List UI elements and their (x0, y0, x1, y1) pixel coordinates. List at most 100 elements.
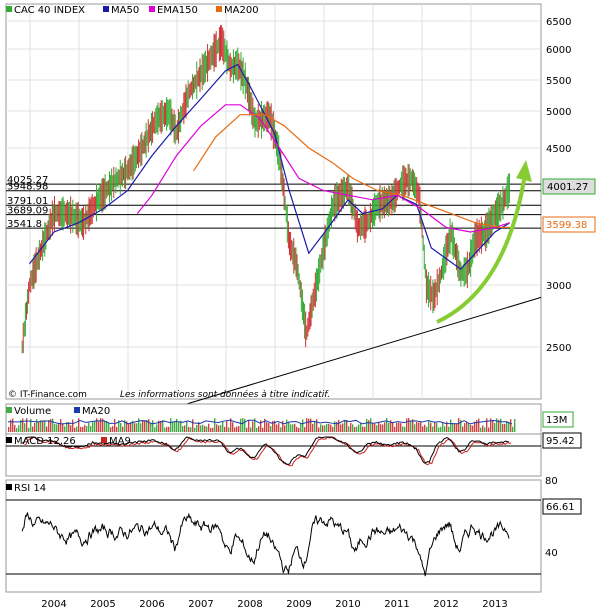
volume-bar (86, 426, 88, 432)
level-label: 3948.98 (7, 182, 48, 193)
trend-arrow (436, 179, 526, 324)
volume-bar (234, 427, 236, 432)
disclaimer: Les informations sont données à titre in… (120, 389, 330, 400)
volume-bar (128, 423, 130, 432)
volume-bar (170, 418, 172, 432)
volume-bar (58, 422, 60, 432)
volume-bar (154, 427, 156, 432)
volume-bar (152, 420, 154, 432)
volume-bar (130, 422, 132, 432)
legend-swatch-ma200 (216, 6, 222, 12)
legend-label-macd: MACD 12.26 (14, 436, 76, 447)
volume-bar (290, 424, 292, 432)
volume-bar (500, 418, 502, 432)
volume-bar (512, 426, 514, 432)
volume-bar (258, 426, 260, 432)
volume-bar (374, 423, 376, 432)
level-label: 3791.01 (7, 196, 48, 207)
legend-label-cac40: CAC 40 INDEX (14, 5, 85, 16)
volume-bar (40, 420, 42, 432)
volume-bar (146, 420, 148, 432)
volume-bar (274, 420, 276, 432)
trend-arrowhead (516, 160, 532, 182)
x-tick-label: 2007 (188, 599, 213, 610)
volume-bar (30, 418, 32, 432)
volume-bar (398, 422, 400, 432)
rsi-tick-40: 40 (545, 548, 558, 559)
volume-bar (454, 423, 456, 432)
volume-bar (42, 420, 44, 432)
moving-average-lines (29, 63, 542, 411)
volume-bar (144, 420, 146, 432)
volume-bar (218, 425, 220, 432)
volume-bar (352, 424, 354, 432)
volume-bar (70, 425, 72, 432)
volume-bar (490, 418, 492, 432)
volume-bar (332, 426, 334, 432)
volume-bar (124, 420, 126, 432)
volume-bar (366, 418, 368, 432)
volume-bar (370, 418, 372, 432)
volume-bar (484, 427, 486, 432)
volume-bar (272, 420, 274, 432)
legend-label-ma50: MA50 (111, 5, 139, 16)
volume-bar (66, 422, 68, 432)
volume-bar (74, 427, 76, 432)
volume-bar (418, 422, 420, 432)
volume-bar (96, 418, 98, 432)
volume-bar (510, 419, 512, 432)
volume-bar (190, 427, 192, 432)
legend-label-ma200: MA200 (224, 5, 259, 16)
volume-bar (180, 420, 182, 432)
volume-bar (396, 422, 398, 432)
volume-bar (376, 425, 378, 432)
volume-bar (48, 420, 50, 432)
volume-bar (392, 422, 394, 432)
volume-bar (238, 426, 240, 432)
volume-bar (414, 424, 416, 432)
ma50-line (29, 63, 511, 270)
y-tick-label: 2500 (546, 343, 571, 354)
volume-bar (486, 418, 488, 432)
x-tick-label: 2010 (335, 599, 360, 610)
volume-bar (276, 424, 278, 432)
volume-bar (496, 418, 498, 432)
volume-bar (364, 426, 366, 432)
rsi-polyline (21, 512, 510, 577)
volume-bar (54, 423, 56, 432)
legend-swatch-macd (6, 437, 12, 443)
volume-bar (354, 427, 356, 432)
volume-bar (278, 423, 280, 432)
volume-bar (228, 427, 230, 432)
volume-bar (202, 424, 204, 432)
volume-bar (64, 426, 66, 432)
y-tick-label: 6500 (546, 17, 571, 28)
volume-bar (20, 419, 22, 432)
ma-value: 3599.38 (546, 220, 587, 231)
volume-bar (322, 425, 324, 432)
volume-bar (338, 419, 340, 432)
volume-bar (508, 421, 510, 432)
volume-bar (304, 427, 306, 432)
legend-label-volume: Volume (14, 406, 51, 417)
volume-bar (378, 422, 380, 432)
volume-bar (226, 420, 228, 432)
legend-swatch-ma50 (103, 6, 109, 12)
ma200-line (193, 114, 510, 228)
volume-bar (18, 425, 20, 432)
volume-bar (206, 426, 208, 432)
main-legend: CAC 40 INDEX MA50 EMA150 MA200 (6, 5, 259, 16)
volume-bar (160, 420, 162, 432)
volume-bar (330, 424, 332, 432)
volume-bar (114, 419, 116, 432)
volume-bar (240, 418, 242, 432)
volume-bar (316, 419, 318, 432)
volume-bar (438, 427, 440, 432)
volume-bar (328, 423, 330, 432)
volume-bar (116, 426, 118, 432)
volume-bar (340, 424, 342, 432)
volume-bar (222, 421, 224, 432)
volume-value-frame (542, 411, 574, 428)
volume-legend: Volume MA20 (6, 406, 110, 417)
